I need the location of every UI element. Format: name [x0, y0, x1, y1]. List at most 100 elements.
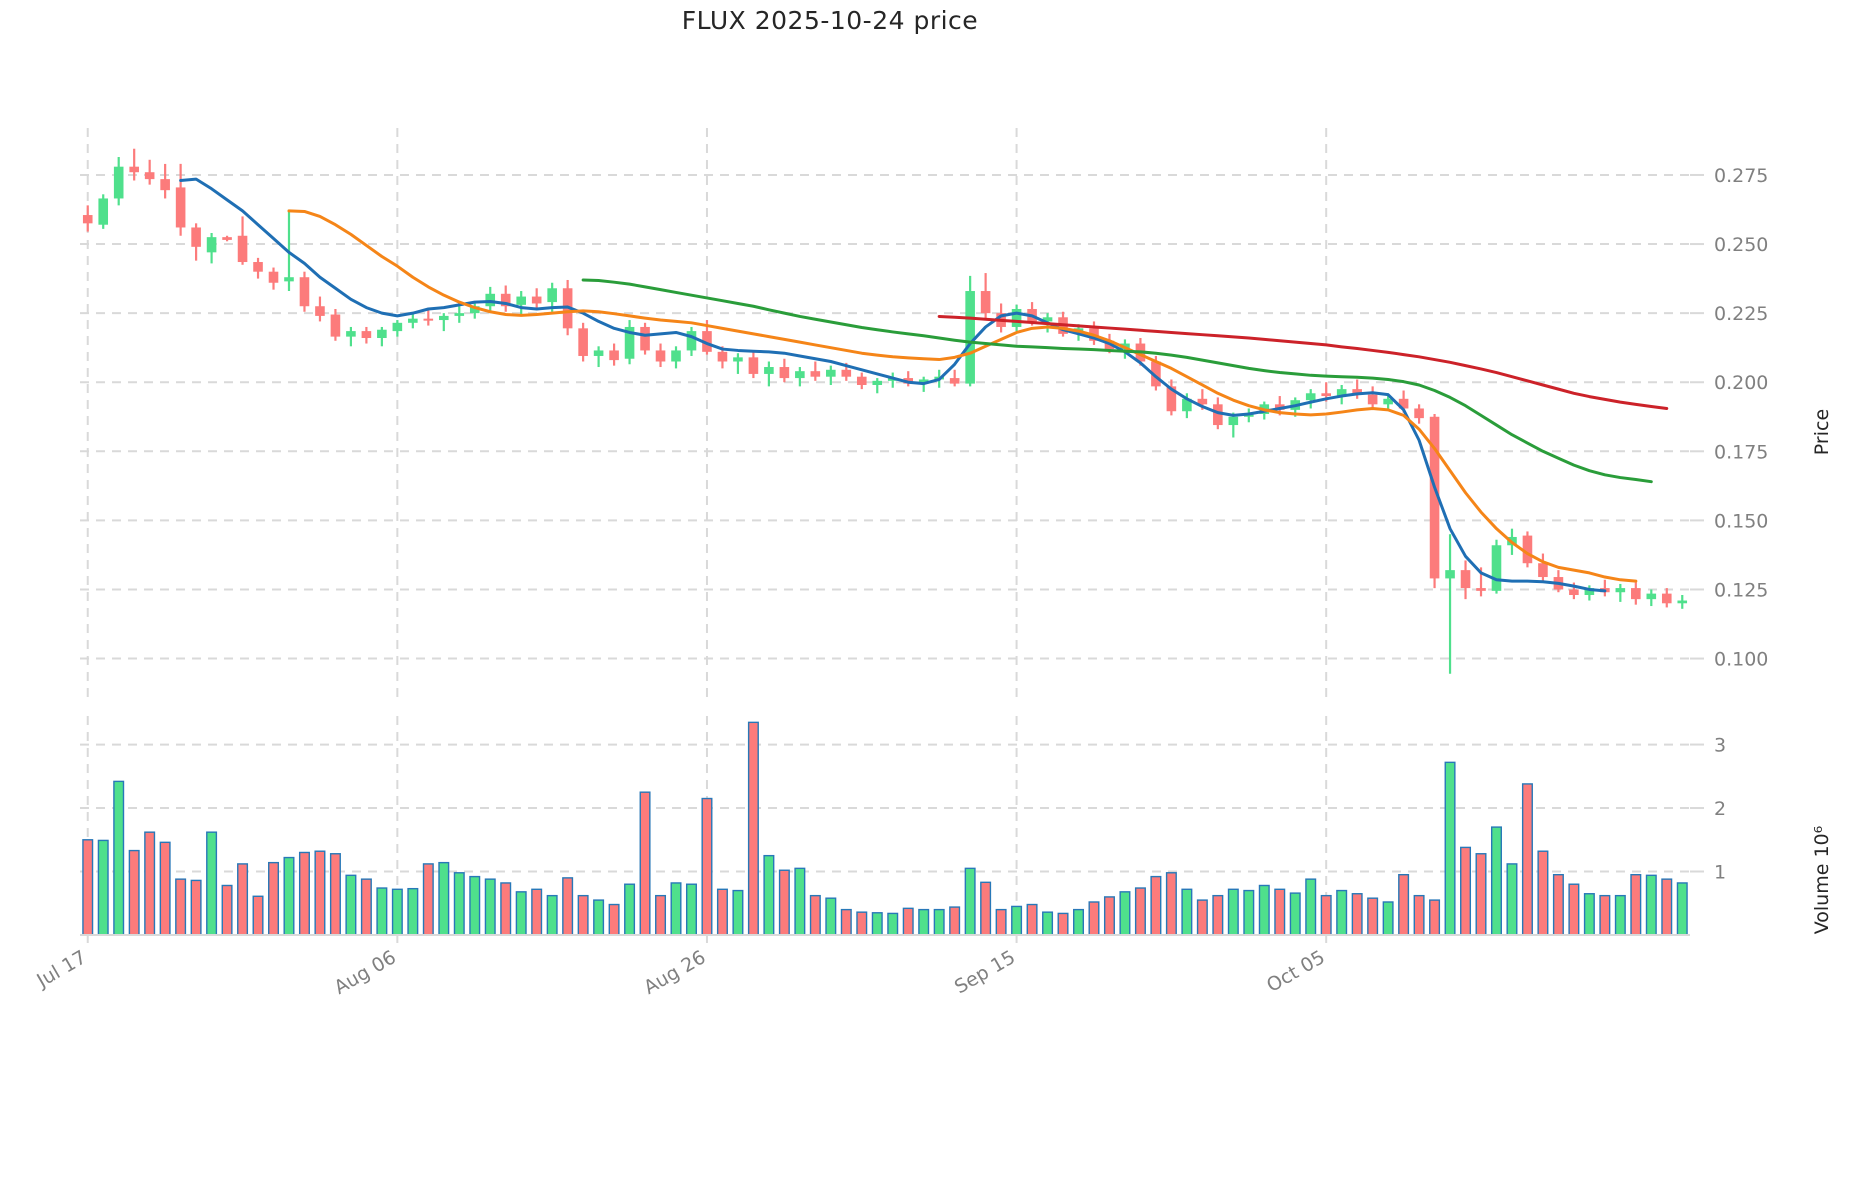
volume-bar	[329, 853, 341, 936]
candle-body	[377, 329, 387, 339]
price-tick-label: 0.150	[1714, 510, 1768, 532]
volume-bar	[701, 797, 713, 936]
x-axis-ticks: Jul 17 Aug 06 Aug 26 Sep 15 Oct 05	[32, 935, 1329, 999]
candle-body	[1042, 317, 1053, 322]
candle-body	[144, 172, 155, 180]
price-tick-label: 0.275	[1714, 165, 1768, 187]
volume-bar	[980, 881, 992, 936]
price-axis-title: Price	[1811, 409, 1833, 455]
volume-bar	[716, 888, 728, 936]
volume-bar	[484, 878, 496, 936]
volume-bar	[500, 882, 512, 936]
candle-body	[1182, 398, 1192, 412]
volume-bar	[391, 888, 403, 936]
volume-bar	[1429, 899, 1441, 936]
volume-bar	[237, 863, 249, 936]
volume-bar	[113, 780, 125, 936]
candle-body	[686, 331, 697, 351]
price-axis-ticks: 0.275 0.250 0.225 0.200 0.175 0.150 0.125 0.100	[1690, 165, 1768, 671]
volume-bar	[1057, 912, 1069, 936]
candle-body	[284, 277, 294, 282]
volume-bar	[546, 894, 558, 936]
volume-bar	[655, 894, 667, 936]
candle-body	[717, 351, 728, 362]
candle-body	[640, 326, 650, 351]
volume-bar	[1506, 863, 1518, 936]
candle-body	[547, 288, 557, 303]
volume-bar	[1521, 783, 1533, 936]
volume-bar	[1630, 873, 1642, 936]
volume-bar	[949, 906, 961, 936]
volume-bar	[1351, 893, 1363, 936]
volume-bar	[964, 867, 976, 936]
candle-body	[237, 235, 248, 263]
ma-line	[287, 209, 1638, 583]
volume-bar	[1614, 894, 1626, 936]
volume-bar	[1320, 894, 1332, 936]
candle-body	[1213, 404, 1223, 426]
volume-bar	[252, 895, 264, 936]
volume-bar	[453, 872, 465, 936]
candle-body	[733, 357, 743, 362]
candle-body	[764, 367, 774, 374]
volume-axis-title: Volume 10⁶	[1811, 826, 1833, 935]
volume-bar	[407, 887, 419, 936]
volume-bar	[438, 861, 450, 936]
volume-bar	[1289, 892, 1301, 936]
candle-body	[346, 331, 356, 337]
candle-body	[949, 378, 960, 384]
candle-body	[841, 369, 852, 377]
volume-bar	[794, 867, 806, 936]
volume-bar	[159, 841, 171, 936]
candle-body	[531, 296, 542, 304]
candle-body	[408, 318, 418, 323]
x-tick-label: Aug 06	[331, 946, 400, 999]
x-tick-label: Jul 17	[32, 946, 90, 992]
volume-bar	[918, 908, 930, 936]
volume-bar	[1568, 883, 1580, 936]
candle-body	[516, 296, 527, 305]
candle-body	[1569, 589, 1579, 595]
price-panel-grid	[80, 173, 1690, 660]
volume-bar	[763, 854, 775, 936]
candle-body	[1476, 588, 1486, 591]
ma-line	[581, 278, 1653, 484]
volume-bar	[1552, 873, 1564, 936]
volume-bar	[298, 851, 310, 936]
candle-body	[113, 166, 124, 199]
volume-axis-ticks: 1 2 3	[1690, 735, 1726, 884]
candle-body	[438, 315, 449, 321]
volume-bar	[376, 887, 388, 936]
volume-bars	[82, 721, 1688, 936]
candle-body	[299, 277, 310, 307]
volume-bar	[190, 879, 202, 936]
volume-panel-grid	[80, 743, 1690, 873]
candle-body	[980, 291, 991, 314]
candle-body	[222, 237, 232, 240]
volume-bar	[778, 869, 790, 936]
volume-bar	[639, 791, 651, 936]
candle-body	[748, 357, 759, 374]
candle-body	[175, 187, 186, 228]
volume-bar	[345, 874, 357, 936]
price-tick-label: 0.125	[1714, 579, 1768, 601]
volume-bar	[1460, 846, 1472, 936]
volume-bar	[1212, 894, 1224, 936]
volume-bar	[624, 883, 636, 936]
volume-bar	[840, 908, 852, 936]
price-tick-label: 0.100	[1714, 649, 1768, 671]
volume-bar	[1305, 878, 1317, 936]
volume-bar	[670, 882, 682, 936]
candle-body	[1383, 398, 1393, 405]
volume-bar	[871, 912, 883, 936]
volume-bar	[1165, 872, 1177, 936]
candle-body	[330, 314, 341, 337]
candle-body	[1166, 386, 1177, 412]
candle-body	[918, 379, 929, 384]
candle-body	[655, 350, 666, 362]
candle-body	[795, 371, 805, 379]
volume-bar	[809, 894, 821, 936]
volume-bar	[1661, 878, 1673, 936]
volume-bar	[995, 908, 1007, 936]
